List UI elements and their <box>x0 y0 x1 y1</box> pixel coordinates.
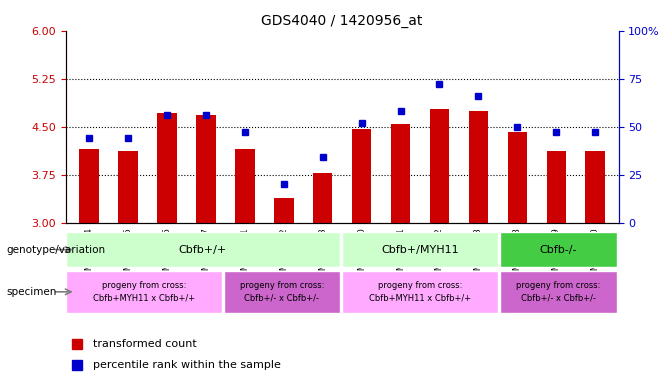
Text: genotype/variation: genotype/variation <box>7 245 106 255</box>
Bar <box>118 151 138 223</box>
Text: progeny from cross:
Cbfb+/- x Cbfb+/-: progeny from cross: Cbfb+/- x Cbfb+/- <box>240 281 324 302</box>
FancyBboxPatch shape <box>66 271 222 313</box>
Bar <box>507 132 527 223</box>
FancyBboxPatch shape <box>66 232 340 267</box>
Text: specimen: specimen <box>7 287 57 297</box>
Bar <box>352 129 371 223</box>
Title: GDS4040 / 1420956_at: GDS4040 / 1420956_at <box>261 14 423 28</box>
Bar <box>468 111 488 223</box>
FancyBboxPatch shape <box>500 232 617 267</box>
Bar <box>274 199 293 223</box>
Bar <box>80 149 99 223</box>
FancyBboxPatch shape <box>342 232 498 267</box>
Bar <box>235 149 255 223</box>
Text: progeny from cross:
Cbfb+MYH11 x Cbfb+/+: progeny from cross: Cbfb+MYH11 x Cbfb+/+ <box>369 281 471 302</box>
Bar <box>430 109 449 223</box>
Bar <box>391 124 411 223</box>
FancyBboxPatch shape <box>224 271 340 313</box>
Text: Cbfb+/MYH11: Cbfb+/MYH11 <box>382 245 459 255</box>
Text: transformed count: transformed count <box>93 339 197 349</box>
Text: progeny from cross:
Cbfb+/- x Cbfb+/-: progeny from cross: Cbfb+/- x Cbfb+/- <box>516 281 601 302</box>
FancyBboxPatch shape <box>500 271 617 313</box>
Text: progeny from cross:
Cbfb+MYH11 x Cbfb+/+: progeny from cross: Cbfb+MYH11 x Cbfb+/+ <box>93 281 195 302</box>
FancyBboxPatch shape <box>342 271 498 313</box>
Bar <box>196 115 216 223</box>
Text: Cbfb-/-: Cbfb-/- <box>540 245 577 255</box>
Bar <box>313 173 332 223</box>
Bar <box>157 113 177 223</box>
Text: Cbfb+/+: Cbfb+/+ <box>179 245 227 255</box>
Bar <box>586 151 605 223</box>
Bar <box>547 151 566 223</box>
Text: percentile rank within the sample: percentile rank within the sample <box>93 360 282 370</box>
